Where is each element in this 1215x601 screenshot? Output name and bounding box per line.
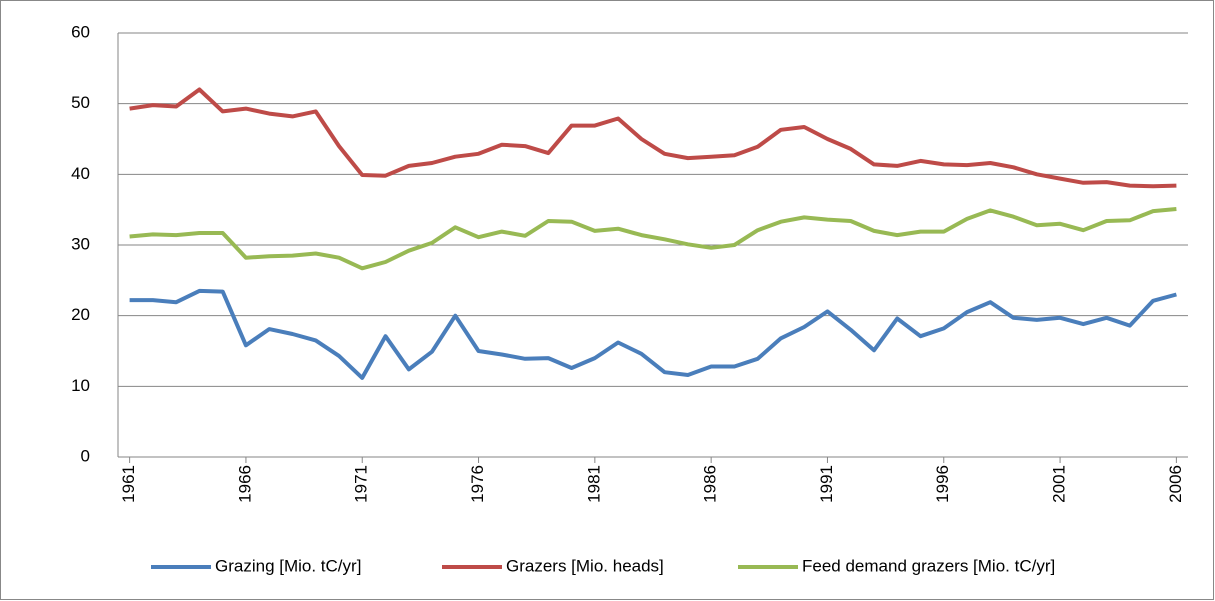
y-tick-label: 60 [71,22,90,41]
x-tick-label: 1986 [701,465,720,503]
legend-label: Feed demand grazers [Mio. tC/yr] [802,556,1055,575]
y-tick-label: 10 [71,376,90,395]
series-line [129,288,1177,380]
y-tick-label: 30 [71,234,90,253]
y-tick-label: 20 [71,305,90,324]
x-tick-label: 1961 [119,465,138,503]
x-tick-label: 2006 [1166,465,1185,503]
x-tick-label: 2001 [1050,465,1069,503]
series-line [129,207,1177,271]
x-tick-label: 1971 [352,465,371,503]
x-tick-label: 1996 [933,465,952,503]
series-line [129,87,1177,189]
x-tick-label: 1966 [235,465,254,503]
legend-label: Grazers [Mio. heads] [506,556,664,575]
x-tick-label: 1976 [468,465,487,503]
y-tick-label: 40 [71,164,90,183]
y-tick-label: 0 [81,446,90,465]
x-tick-label: 1991 [817,465,836,503]
y-tick-label: 50 [71,93,90,112]
x-tick-label: 1981 [584,465,603,503]
legend-label: Grazing [Mio. tC/yr] [215,556,361,575]
